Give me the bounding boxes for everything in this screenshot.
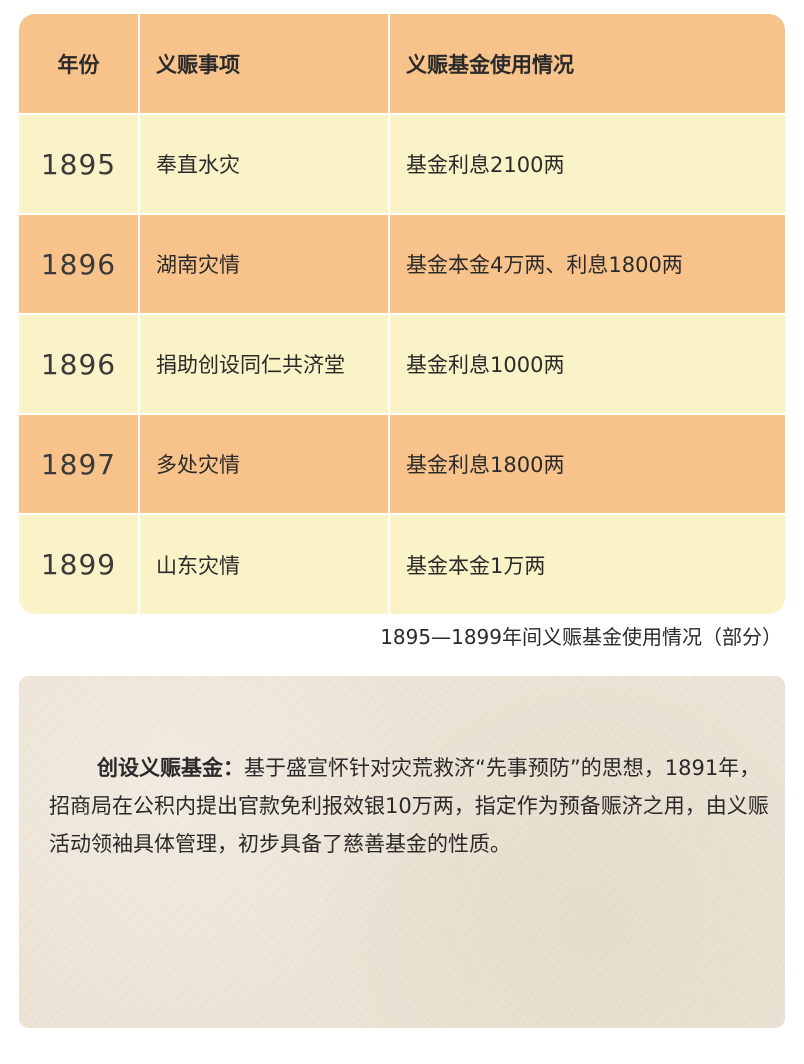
relief-item-cell: 山东灾情 bbox=[139, 514, 390, 614]
note-paragraph: 创设义赈基金：基于盛宣怀针对灾荒救济“先事预防”的思想，1891年，招商局在公积… bbox=[49, 749, 769, 863]
relief-item-cell: 湖南灾情 bbox=[139, 214, 390, 315]
header-relief-item: 义赈事项 bbox=[139, 14, 390, 115]
fund-usage-cell: 基金利息1000两 bbox=[389, 314, 785, 415]
note-box: 创设义赈基金：基于盛宣怀针对灾荒救济“先事预防”的思想，1891年，招商局在公积… bbox=[19, 676, 785, 1028]
relief-item-cell: 奉直水灾 bbox=[139, 114, 390, 215]
year-cell: 1896 bbox=[19, 214, 140, 315]
relief-item-cell: 多处灾情 bbox=[139, 414, 390, 515]
table-row: 1896 捐助创设同仁共济堂 基金利息1000两 bbox=[19, 314, 785, 415]
fund-usage-cell: 基金利息2100两 bbox=[389, 114, 785, 215]
table-header-row: 年份 义赈事项 义赈基金使用情况 bbox=[19, 14, 785, 115]
year-cell: 1897 bbox=[19, 414, 140, 515]
year-cell: 1896 bbox=[19, 314, 140, 415]
header-year: 年份 bbox=[19, 14, 140, 115]
relief-fund-usage-table: 年份 义赈事项 义赈基金使用情况 1895 奉直水灾 基金利息2100两 189… bbox=[19, 14, 785, 614]
note-title: 创设义赈基金： bbox=[97, 756, 244, 780]
year-cell: 1899 bbox=[19, 514, 140, 614]
header-fund-usage: 义赈基金使用情况 bbox=[389, 14, 785, 115]
fund-usage-cell: 基金本金4万两、利息1800两 bbox=[389, 214, 785, 315]
table-row: 1895 奉直水灾 基金利息2100两 bbox=[19, 114, 785, 215]
table-caption: 1895—1899年间义赈基金使用情况（部分） bbox=[380, 625, 782, 649]
relief-item-cell: 捐助创设同仁共济堂 bbox=[139, 314, 390, 415]
year-cell: 1895 bbox=[19, 114, 140, 215]
relief-fund-table: 年份 义赈事项 义赈基金使用情况 1895 奉直水灾 基金利息2100两 189… bbox=[19, 14, 785, 614]
note-body: 基于盛宣怀针对灾荒救济“先事预防”的思想，1891年，招商局在公积内提出官款免利… bbox=[49, 756, 769, 856]
table-row: 1899 山东灾情 基金本金1万两 bbox=[19, 514, 785, 614]
table-row: 1896 湖南灾情 基金本金4万两、利息1800两 bbox=[19, 214, 785, 315]
fund-usage-cell: 基金利息1800两 bbox=[389, 414, 785, 515]
fund-usage-cell: 基金本金1万两 bbox=[389, 514, 785, 614]
table-row: 1897 多处灾情 基金利息1800两 bbox=[19, 414, 785, 515]
